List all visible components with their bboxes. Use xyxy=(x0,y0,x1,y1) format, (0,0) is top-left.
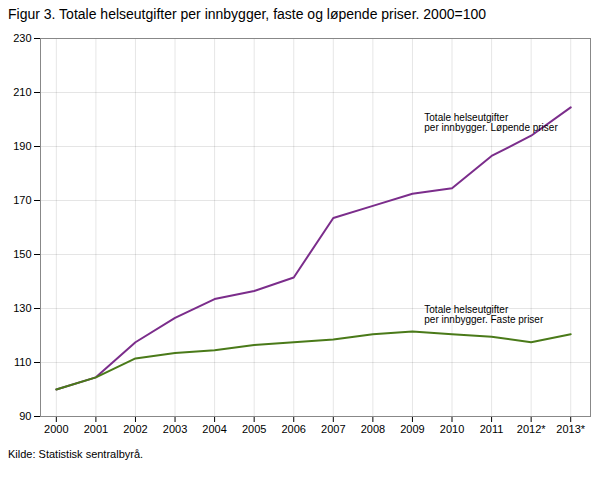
svg-text:2000: 2000 xyxy=(44,423,68,435)
svg-text:2001: 2001 xyxy=(84,423,108,435)
svg-text:2007: 2007 xyxy=(321,423,345,435)
svg-text:190: 190 xyxy=(13,140,31,152)
svg-text:150: 150 xyxy=(13,248,31,260)
svg-text:2010: 2010 xyxy=(440,423,464,435)
svg-text:110: 110 xyxy=(14,356,32,368)
svg-text:210: 210 xyxy=(13,86,31,98)
svg-text:2003: 2003 xyxy=(163,423,187,435)
svg-text:2011: 2011 xyxy=(480,423,504,435)
html-text:Figur 3. Totale helseutgifter: Figur 3. Totale helseutgifter per innbyg… xyxy=(8,6,486,22)
svg-text:2002: 2002 xyxy=(123,423,147,435)
svg-text:230: 230 xyxy=(13,32,31,44)
svg-text:2013*: 2013* xyxy=(556,423,585,435)
svg-text:2005: 2005 xyxy=(242,423,266,435)
svg-text:Totale helseutgifterper innbyg: Totale helseutgifterper innbygger. Faste… xyxy=(424,304,544,325)
svg-text:2006: 2006 xyxy=(281,423,305,435)
svg-text:2012*: 2012* xyxy=(517,423,546,435)
svg-text:2009: 2009 xyxy=(400,423,424,435)
svg-text:170: 170 xyxy=(13,194,31,206)
svg-text:130: 130 xyxy=(13,302,31,314)
svg-text:2008: 2008 xyxy=(361,423,385,435)
svg-text:90: 90 xyxy=(19,410,31,422)
html-text:Kilde: Statistisk sentralbyrå.: Kilde: Statistisk sentralbyrå. xyxy=(8,448,144,460)
svg-text:Totale helseutgifterper innbyg: Totale helseutgifterper innbygger. Løpen… xyxy=(424,112,558,133)
svg-text:2004: 2004 xyxy=(202,423,226,435)
